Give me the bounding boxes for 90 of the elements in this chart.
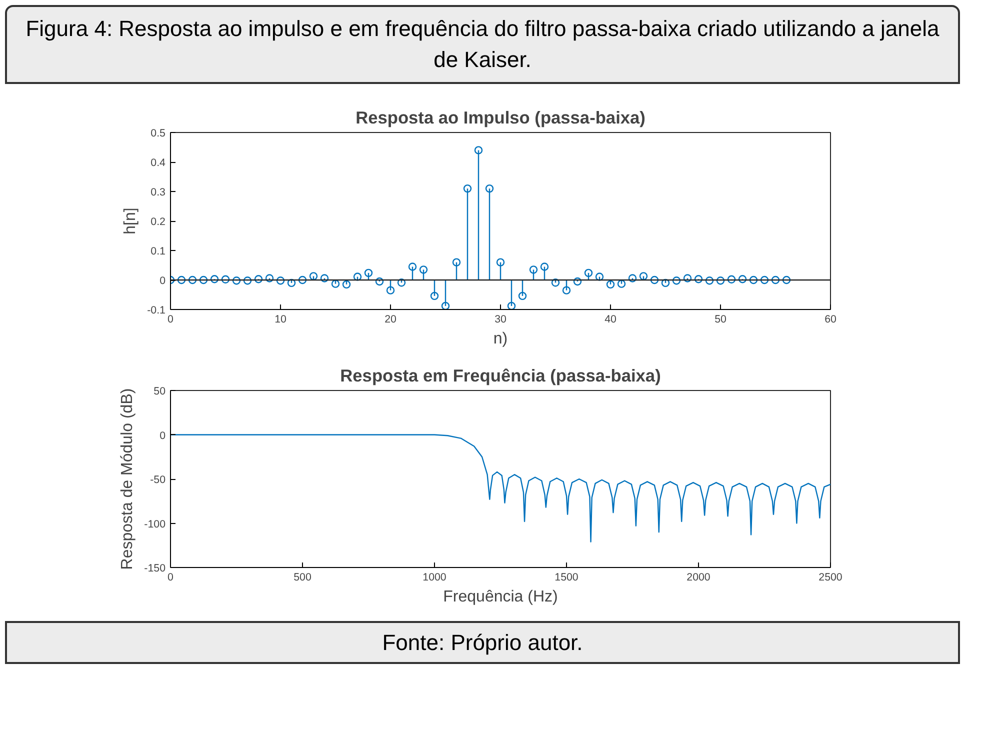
point [265,274,274,282]
point [507,302,516,310]
x-tick-label: 0 [168,314,174,326]
point [353,272,362,281]
point [430,292,439,300]
point [551,278,560,287]
point [584,268,593,278]
point [639,272,648,280]
y-tick-label: 0.3 [150,186,166,198]
point [287,278,296,288]
y-tick-label: 0 [160,275,166,287]
point [694,275,703,284]
y-tick-label: -50 [150,474,166,486]
point [727,275,736,284]
point [595,272,604,281]
x-tick-label: 60 [824,314,836,326]
source-note: Fonte: Próprio autor. [5,621,960,664]
point [562,286,571,294]
x-tick-label: 2000 [686,572,710,584]
point [331,280,340,288]
x-tick-label: 20 [384,314,396,326]
y-tick-label: 0.2 [150,216,166,228]
point [463,184,472,193]
point [716,276,725,285]
point [177,276,186,284]
x-tick-label: 10 [274,314,286,326]
point [199,276,208,284]
point [782,276,791,284]
y-axis-title: Resposta de Módulo (dB) [119,388,136,570]
point [760,276,769,284]
y-tick-label: 0.4 [150,157,166,169]
y-tick-label: 0.5 [150,128,166,140]
point [650,276,659,284]
chart-title: Resposta ao Impulso (passa-baixa) [356,108,646,128]
point [243,276,252,285]
point [617,280,626,288]
y-tick-label: 0.1 [150,246,166,258]
x-tick-label: 50 [714,314,726,326]
point [254,275,263,284]
y-tick-label: 50 [154,386,166,398]
y-axis-title: h[n] [122,208,140,234]
point [342,280,351,289]
point [309,272,318,280]
point [210,275,219,284]
y-tick-label: -0.1 [147,304,166,316]
point [628,274,637,282]
point [705,276,714,285]
point [771,276,780,284]
point [672,276,681,285]
point [276,276,285,285]
point [232,276,241,285]
chart-title: Resposta em Frequência (passa-baixa) [340,366,661,386]
point [573,277,582,286]
x-tick-label: 40 [604,314,616,326]
point [661,278,670,288]
y-tick-label: -100 [144,518,166,530]
x-tick-label: 1500 [554,572,578,584]
x-tick-label: 500 [294,572,312,584]
point [441,302,450,310]
point [485,184,494,193]
point [496,258,505,266]
x-axis-title: Frequência (Hz) [443,588,558,606]
x-tick-label: 0 [168,572,174,584]
point [397,278,406,287]
point [606,280,615,289]
point [518,292,527,300]
point [749,276,758,284]
x-tick-label: 2500 [818,572,842,584]
point [221,275,230,284]
point [188,276,197,284]
point [683,274,692,282]
line-series [170,434,830,542]
x-axis-title: n) [493,330,508,348]
point [452,258,461,266]
x-tick-label: 30 [494,314,506,326]
point [540,262,549,271]
point [408,262,417,271]
point [419,266,428,274]
point [529,266,538,274]
y-tick-label: -150 [144,562,166,574]
point [364,268,373,278]
x-tick-label: 1000 [422,572,446,584]
point [375,277,384,286]
point [298,276,307,284]
point [474,146,483,154]
point [386,286,395,294]
point [320,274,329,282]
y-tick-label: 0 [160,430,166,442]
point [738,275,747,284]
text: Figura 4: Resposta ao impulso e em frequência do filtro passa-baixa criado utilizando a janela de Kaiser. [5,5,960,84]
